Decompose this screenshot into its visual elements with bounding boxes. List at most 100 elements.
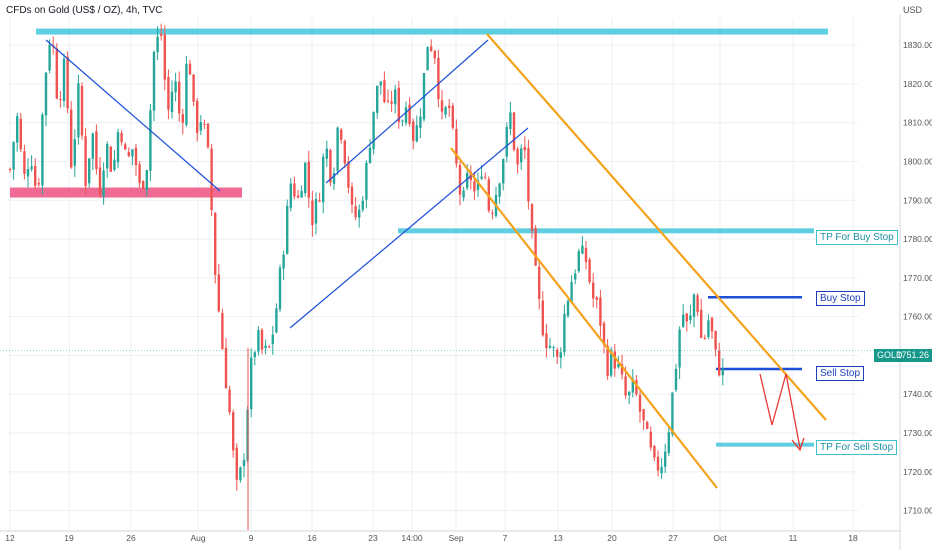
x-tick-label: Oct [713, 533, 727, 543]
candle-body [286, 205, 289, 254]
candle-body [527, 148, 530, 202]
candle-body [451, 105, 454, 128]
candle-body [199, 122, 202, 131]
x-tick-label: 12 [5, 533, 15, 543]
tp-sell-zone [716, 442, 814, 447]
candle-body [322, 156, 325, 203]
tp-buy-stop-label[interactable]: TP For Buy Stop [816, 230, 898, 245]
candle-body [617, 364, 620, 368]
candle-body [203, 123, 206, 125]
x-tick-label: 16 [307, 533, 317, 543]
y-tick-label: 1710.00 [903, 506, 932, 516]
candle-body [109, 146, 112, 172]
candle-body [545, 333, 548, 348]
y-tick-label: 1780.00 [903, 234, 932, 244]
candle-body [559, 352, 562, 358]
candle-body [314, 199, 318, 224]
candle-body [613, 351, 616, 369]
candle-body [642, 409, 645, 421]
candle-body [41, 114, 44, 186]
y-tick-label: 1760.00 [903, 312, 932, 322]
candle-body [116, 132, 120, 163]
candle-body [235, 447, 238, 480]
candle-body [55, 48, 58, 99]
trend-drawings [45, 33, 827, 489]
candle-body [516, 149, 519, 165]
candle-body [530, 204, 534, 231]
candle-body [34, 166, 37, 186]
candle-body [16, 116, 19, 143]
candle-body [696, 295, 699, 313]
projection-arrowhead [791, 437, 805, 452]
candle-body [178, 81, 181, 114]
candle-body [217, 274, 220, 312]
candle-body [131, 149, 134, 157]
candle-body [599, 297, 602, 326]
candle-body [268, 346, 271, 348]
candle-body [106, 144, 109, 169]
candle-body [325, 148, 328, 159]
candle-body [232, 412, 235, 451]
candle-body [700, 309, 703, 338]
candle-body [448, 105, 451, 108]
candle-body [8, 168, 12, 170]
candle-body [376, 85, 379, 113]
tp-sell-stop-label[interactable]: TP For Sell Stop [816, 440, 898, 455]
candle-body [77, 83, 80, 138]
candle-body [228, 389, 231, 413]
descending-channel-upper [486, 33, 827, 421]
candle-body [167, 76, 170, 110]
candle-body [566, 300, 570, 316]
candle-body [703, 337, 706, 339]
candle-body [440, 100, 444, 112]
tp-buy-zone [398, 228, 814, 234]
candle-body [707, 320, 710, 338]
x-tick-label: 9 [249, 533, 254, 543]
candle-body [12, 142, 15, 170]
candles [8, 23, 724, 530]
candle-body [59, 98, 62, 101]
candle-body [181, 114, 184, 123]
candle-body [138, 164, 141, 184]
candle-body [95, 131, 98, 170]
axes: 1710.001720.001730.001740.001750.001760.… [0, 14, 932, 550]
sell-stop-label[interactable]: Sell Stop [816, 366, 865, 381]
candle-body [538, 266, 541, 299]
candle-body [30, 166, 33, 170]
candle-body [98, 167, 102, 195]
y-tick-label: 1720.00 [903, 467, 932, 477]
candle-body [91, 133, 94, 159]
candle-body [88, 158, 91, 184]
candle-body [628, 391, 631, 396]
x-tick-label: 14:00 [401, 533, 423, 543]
candle-body [638, 394, 642, 412]
candle-body [620, 363, 624, 375]
candle-body [329, 149, 332, 183]
currency-unit: USD [902, 5, 922, 15]
buy-stop-label[interactable]: Buy Stop [816, 291, 865, 306]
candle-body [80, 86, 84, 136]
candle-body [365, 162, 368, 200]
candle-body [336, 127, 339, 171]
candle-body [444, 107, 447, 115]
descending-channel-lower [450, 147, 718, 489]
candle-body [664, 451, 667, 467]
candle-body [689, 315, 692, 321]
y-tick-label: 1800.00 [903, 157, 932, 167]
candle-body [221, 312, 224, 350]
candle-body [419, 116, 422, 129]
y-tick-label: 1830.00 [903, 40, 932, 50]
price-zones [10, 28, 828, 447]
candle-body [401, 120, 404, 122]
candle-body [124, 144, 127, 150]
candle-body [192, 74, 195, 102]
candle-body [556, 350, 559, 357]
candle-body [145, 170, 148, 191]
candle-body [70, 109, 73, 168]
candle-body [563, 313, 566, 353]
candle-body [185, 63, 188, 125]
candle-body [358, 209, 361, 218]
candle-body [430, 46, 433, 51]
candle-body [502, 159, 505, 184]
